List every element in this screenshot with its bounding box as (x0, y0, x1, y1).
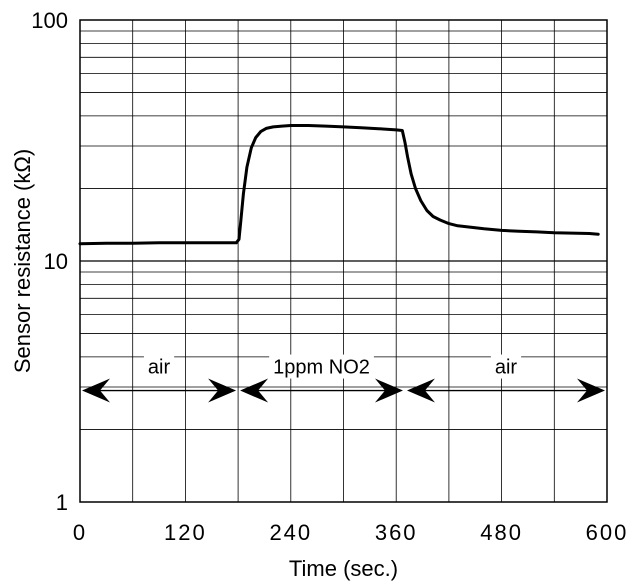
grid (80, 20, 607, 502)
y-tick-label: 100 (31, 8, 68, 33)
arrowhead-right (374, 378, 403, 403)
y-axis-title: Sensor resistance (kΩ) (10, 149, 35, 373)
x-tick-labels: 0 120 240 360 480 600 (73, 520, 629, 545)
x-tick-label: 600 (586, 520, 629, 545)
x-tick-label: 480 (480, 520, 523, 545)
y-tick-label: 1 (56, 490, 68, 515)
annotation-label-bg (269, 354, 374, 379)
annotation-label-bg (490, 354, 522, 379)
x-tick-label: 360 (375, 520, 418, 545)
y-tick-labels: 1 10 100 (31, 8, 68, 515)
arrowhead-left (406, 378, 435, 403)
plot-frame (79, 19, 608, 503)
annotation-arrow: air (82, 354, 237, 403)
x-tick-label: 240 (269, 520, 312, 545)
x-tick-label: 0 (73, 520, 87, 545)
annotation-arrow: air (406, 354, 605, 403)
x-axis-title: Time (sec.) (289, 556, 398, 581)
y-tick-label: 10 (44, 249, 68, 274)
annotations: air 1ppm NO2 air (82, 354, 605, 403)
annotation-arrow: 1ppm NO2 (240, 354, 403, 403)
annotation-label: air (148, 357, 171, 379)
series-line (78, 124, 600, 246)
annotation-label: air (495, 357, 518, 379)
series-group (78, 124, 600, 246)
annotation-label: 1ppm NO2 (273, 357, 370, 379)
x-tick-label: 120 (164, 520, 207, 545)
annotation-label-bg (143, 354, 175, 379)
arrowhead-right (577, 378, 605, 403)
arrowhead-left (82, 378, 110, 403)
arrowhead-right (208, 378, 237, 403)
arrowhead-left (240, 378, 269, 403)
